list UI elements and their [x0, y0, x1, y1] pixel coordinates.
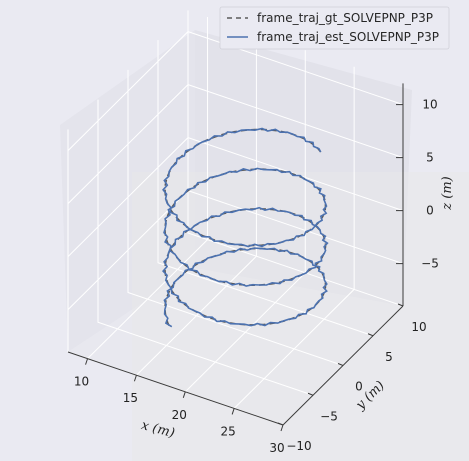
- z-tick-label: 5: [426, 151, 434, 165]
- x-tick-mark: [182, 391, 186, 398]
- y-tick-mark: [337, 363, 344, 366]
- grid-line-z: [67, 137, 404, 257]
- y-tick-label: 10: [411, 320, 426, 334]
- grid-line-z: [67, 84, 404, 204]
- y-tick-mark: [367, 333, 374, 337]
- legend-box: [219, 6, 450, 50]
- legend-label-est: frame_traj_est_SOLVEPNP_P3P: [257, 30, 439, 44]
- y-tick-label: 0: [355, 380, 363, 394]
- x-tick-mark: [231, 408, 235, 415]
- grid-line-z: [67, 31, 404, 151]
- axis-ticks: 10 15 20 25 30 −10 −5 0 5 10 10 5 0 −5: [74, 98, 439, 455]
- z-axis-label: z (m): [440, 176, 455, 210]
- x-tick-label: 20: [172, 408, 187, 422]
- z-tick-label: 0: [426, 204, 434, 218]
- legend-label-gt: frame_traj_gt_SOLVEPNP_P3P: [257, 11, 433, 25]
- x-tick-mark: [133, 375, 137, 382]
- x-tick-label: 15: [123, 391, 138, 405]
- x-tick-label: 25: [220, 424, 235, 438]
- y-tick-mark: [397, 303, 404, 307]
- z-tick-label: 10: [422, 98, 437, 112]
- series-group: [162, 127, 329, 328]
- legend: frame_traj_gt_SOLVEPNP_P3P frame_traj_es…: [219, 6, 450, 50]
- y-tick-label: −5: [320, 409, 338, 423]
- z-tick-label: −5: [421, 257, 439, 271]
- x-tick-mark: [85, 358, 89, 365]
- y-tick-mark: [277, 422, 284, 426]
- y-tick-label: 5: [385, 350, 393, 364]
- x-tick-mark: [280, 424, 284, 432]
- x-axis-line: [67, 351, 284, 426]
- y-tick-label: −10: [286, 439, 311, 453]
- x-tick-label: 30: [269, 441, 284, 455]
- y-tick-mark: [307, 392, 314, 396]
- series-est-line: [162, 127, 329, 328]
- x-tick-label: 10: [74, 375, 89, 389]
